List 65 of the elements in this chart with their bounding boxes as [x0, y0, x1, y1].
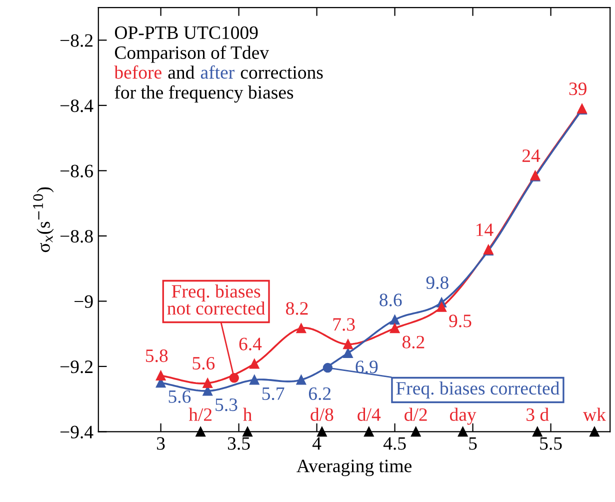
x-tick-label: 3 — [157, 437, 165, 450]
point — [590, 426, 600, 437]
point — [390, 323, 400, 334]
point — [343, 348, 353, 358]
point — [156, 370, 166, 380]
point — [411, 426, 421, 437]
annotation: 24 — [522, 149, 540, 162]
annotation: 5.3 — [216, 398, 238, 412]
annotation: d/4 — [358, 408, 381, 421]
annotation: 6.4 — [239, 338, 262, 350]
annotation: wk — [583, 408, 606, 421]
annotation: day — [450, 408, 476, 425]
point — [322, 362, 333, 373]
annotation: Freq. biases corrected — [396, 381, 560, 398]
annotation: 14 — [476, 224, 494, 236]
y-tick-label: −8.4 — [60, 99, 94, 112]
annotation: 8.2 — [402, 336, 424, 349]
point — [436, 302, 446, 312]
x-tick-label: 4 — [312, 437, 322, 450]
y-tick-label: −8.8 — [60, 230, 93, 243]
x-tick-label: 3.5 — [228, 437, 250, 450]
point — [196, 426, 206, 437]
text: OP-PTB UTC1009 — [114, 26, 258, 40]
point — [343, 339, 353, 350]
annotation: h/2 — [188, 408, 212, 421]
point — [317, 426, 327, 437]
annotation: 7.3 — [333, 318, 355, 331]
y-tick-label: −8.2 — [60, 34, 93, 47]
point — [202, 378, 212, 388]
point — [532, 426, 542, 437]
point — [390, 314, 400, 325]
annotation: 5.6 — [168, 390, 191, 403]
annotation: d/8 — [310, 408, 334, 421]
point — [458, 426, 468, 437]
annotation: 39 — [569, 82, 586, 96]
text: Comparison of Tdev before and after corrections for the frequency biases — [114, 46, 323, 103]
x-tick-label: 5 — [469, 437, 477, 450]
x-tick-label: 4.5 — [383, 437, 406, 450]
annotation: 8.6 — [380, 294, 402, 306]
y-tick-label: −9.4 — [60, 426, 94, 438]
annotation: 9.8 — [426, 276, 448, 290]
annotation: 6.9 — [356, 360, 378, 374]
point — [296, 374, 306, 385]
point — [250, 358, 260, 369]
point — [250, 374, 260, 385]
y-axis-title: σ$_{x}$(s$^{−10}$) — [33, 187, 54, 252]
x-axis-title: Averaging time — [296, 460, 412, 476]
x-tick-label: 5.5 — [540, 437, 562, 450]
annotation: Freq. biases not corrected — [167, 284, 266, 315]
point — [364, 426, 374, 437]
annotation: h — [243, 408, 252, 421]
y-tick-label: −9 — [74, 295, 93, 308]
point — [229, 373, 239, 383]
annotation: 5.6 — [192, 356, 215, 370]
annotation: 5.7 — [262, 388, 284, 400]
annotation: 8.2 — [286, 302, 308, 315]
point — [242, 426, 252, 437]
annotation: 9.5 — [449, 314, 472, 328]
annotation: 3 d — [526, 408, 549, 421]
point — [296, 323, 306, 334]
annotation: 6.2 — [308, 387, 331, 400]
y-tick-label: −8.6 — [60, 164, 93, 178]
annotation: d/2 — [404, 408, 427, 421]
annotation: 5.8 — [146, 349, 168, 362]
y-tick-label: −9.2 — [60, 360, 93, 374]
